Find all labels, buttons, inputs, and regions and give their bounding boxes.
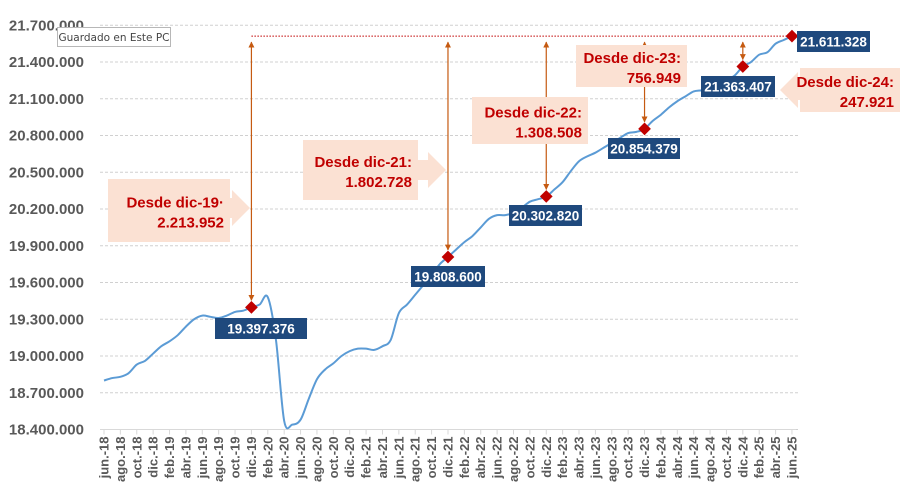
callout-title: Desde dic-21: [314,154,412,171]
value-label: 21.611.328 [800,35,867,50]
y-tick-label: 19.300.000 [9,311,84,328]
x-tick-label: ago.-19 [211,437,226,483]
y-tick-label: 20.800.000 [9,128,84,145]
callout: Desde dic-23: 756.949 [576,45,687,87]
value-label-bg [509,205,582,226]
x-tick-label: dic.-22 [539,437,554,478]
x-tick-label: feb.-23 [555,437,570,479]
callout-value: 1.802.728 [345,174,412,191]
callout-arrow-shape [418,152,446,188]
x-tick-label: ago.-24 [703,436,718,482]
x-tick-label: abr.-23 [572,437,587,479]
value-label: 19.808.600 [414,270,482,285]
x-tick-label: feb.-20 [260,437,275,479]
x-tick-label: oct.-21 [424,437,439,479]
value-label-bg [215,318,307,339]
callout-box [576,45,687,87]
callout-title: Desde dic-22: [484,105,582,122]
y-tick-label: 19.600.000 [9,275,84,292]
value-label-bg [797,31,870,52]
callout-arrow-shape [230,190,250,226]
y-tick-label: 18.400.000 [9,422,84,439]
y-tick-label: 21.100.000 [9,91,84,108]
callout-arrow-shape [780,72,800,108]
callout: Desde dic-21: 1.802.728 [303,140,446,200]
callout-value: 2.213.952 [157,215,224,232]
x-tick-label: abr.-25 [768,437,783,479]
x-tick-label: feb.-19 [162,437,177,479]
callout-title: Desde dic-19· [126,195,224,212]
y-tick-label: 20.500.000 [9,164,84,181]
x-tick-label: oct.-20 [326,437,341,479]
callout: Desde dic-24: 247.921 [780,68,900,112]
x-tick-label: ago.-23 [604,437,619,483]
x-tick-label: jun.-23 [588,437,603,480]
x-tick-label: jun.-19 [195,437,210,480]
x-tick-label: jun.-21 [391,437,406,480]
x-tick-label: oct.-22 [522,437,537,479]
value-label-bg [411,266,485,287]
x-tick-label: abr.-24 [670,436,685,479]
value-label: 20.854.379 [610,142,678,157]
y-tick-label: 18.700.000 [9,385,84,402]
y-tick-label: 20.200.000 [9,201,84,218]
value-label-bg [701,76,775,97]
callout-value: 1.308.508 [515,125,582,142]
x-tick-label: oct.-23 [621,437,636,479]
value-label-bg [608,138,680,159]
x-tick-label: jun.-24 [686,436,701,480]
x-tick-label: feb.-21 [359,437,374,479]
x-tick-label: oct.-18 [129,437,144,479]
x-tick-label: abr.-19 [178,437,193,479]
value-label: 20.302.820 [512,209,580,224]
value-label: 19.397.376 [227,322,295,337]
x-tick-label: ago.-20 [309,437,324,483]
x-tick-label: abr.-20 [277,437,292,479]
callout-box [472,97,588,144]
y-tick-label: 19.000.000 [9,348,84,365]
y-tick-label: 19.900.000 [9,238,84,255]
data-point-marker [245,300,258,314]
callout-value: 756.949 [627,70,681,87]
x-tick-label: jun.-25 [784,437,799,480]
y-tick-label: 21.400.000 [9,54,84,71]
x-tick-label: feb.-22 [457,437,472,479]
x-tick-label: oct.-19 [228,437,243,479]
callout: Desde dic-19· 2.213.952 [108,179,250,242]
callout-title: Desde dic-24: [796,74,894,91]
x-tick-label: dic.-18 [146,437,161,478]
x-tick-label: ago.-21 [408,437,423,483]
callout: Desde dic-22: 1.308.508 [472,97,588,144]
callout-value: 247.921 [840,94,894,111]
x-tick-label: dic.-20 [342,437,357,478]
x-tick-label: feb.-25 [752,437,767,479]
saved-tooltip: Guardado en Este PC [57,27,171,47]
x-tick-label: jun.-18 [97,437,112,480]
x-tick-label: abr.-22 [473,437,488,479]
callout-title: Desde dic-23: [583,50,681,67]
x-tick-label: dic.-23 [637,437,652,478]
x-tick-label: feb.-24 [653,436,668,479]
x-tick-label: jun.-22 [490,437,505,480]
callout-box [108,179,230,242]
x-tick-label: dic.-24 [735,436,750,478]
x-tick-label: dic.-19 [244,437,259,478]
callout-box [800,68,900,112]
callout-box [303,140,418,200]
x-tick-label: jun.-20 [293,437,308,480]
value-label: 21.363.407 [704,80,772,95]
x-tick-label: ago.-22 [506,437,521,483]
x-tick-label: abr.-21 [375,437,390,479]
x-tick-label: dic.-21 [440,437,455,478]
x-tick-label: oct.-24 [719,436,734,479]
x-tick-label: ago.-18 [113,437,128,483]
data-point-marker [785,29,799,43]
